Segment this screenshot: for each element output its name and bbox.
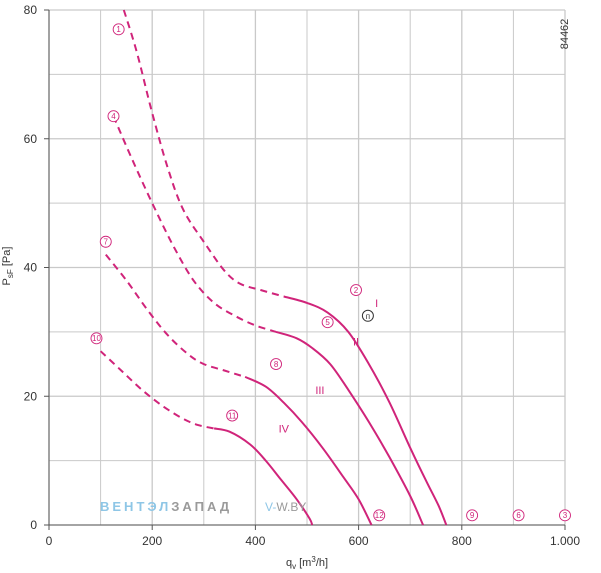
axes (44, 9, 566, 530)
x-tick-label: 200 (142, 534, 162, 548)
point-marker-label: 12 (375, 511, 384, 520)
svg-text:ВЕНТЭЛЗАПАД: ВЕНТЭЛЗАПАД (100, 499, 232, 514)
svg-text:qv [m3/h]: qv [m3/h] (286, 555, 328, 571)
x-axis-sup: 3 (311, 555, 316, 564)
series-iv-solid-line (213, 427, 314, 526)
point-marker-circle (512, 509, 525, 522)
y-tick-label: 40 (24, 261, 38, 275)
figure-id: 84462 (559, 19, 571, 50)
point-marker-label: 4 (111, 112, 116, 121)
point-marker-circle (321, 316, 334, 329)
series-iii-solid-line (244, 375, 373, 526)
curve-label: II (353, 337, 359, 349)
point-marker-label: 7 (104, 238, 109, 247)
y-tick-label: 20 (24, 389, 38, 403)
point-marker-circle (112, 23, 125, 36)
point-marker-circle (373, 509, 386, 522)
point-marker-label: 8 (274, 360, 279, 369)
x-tick-label: 400 (245, 534, 265, 548)
series-i-dashed-line (122, 9, 285, 298)
y-tick-label: 60 (24, 132, 38, 146)
x-axis-unit-end: /h] (316, 557, 328, 569)
series-curves (99, 9, 448, 526)
x-axis-title: qv [m3/h] (286, 555, 328, 571)
point-marker-label: 10 (92, 334, 101, 343)
curve-label: I (375, 298, 378, 310)
y-axis-unit: [Pa] (1, 247, 13, 267)
series-ii-dashed-line (112, 115, 277, 333)
x-tick-label: 600 (349, 534, 369, 548)
point-marker-circle (99, 235, 112, 248)
operating-point-circle (361, 309, 374, 322)
curve-label: III (315, 385, 324, 397)
operating-point-label: п (366, 312, 370, 321)
point-marker-label: 5 (325, 318, 330, 327)
x-tick-label: 800 (452, 534, 472, 548)
series-iv-dashed-line (99, 350, 215, 430)
x-axis-unit: [m (299, 557, 311, 569)
point-marker-circle (107, 110, 120, 123)
point-marker-circle (90, 332, 103, 345)
curve-label: IV (279, 423, 290, 435)
point-marker-label: 3 (563, 511, 568, 520)
svg-text:PsF [Pa]: PsF [Pa] (1, 247, 15, 286)
point-marker-circle (350, 284, 362, 296)
x-tick-label: 0 (46, 534, 53, 548)
series-i-solid-line (283, 295, 448, 526)
y-tick-label: 80 (24, 3, 38, 17)
point-marker-label: 9 (470, 511, 475, 520)
point-marker-label: 1 (116, 25, 121, 34)
watermark-part3: V- (265, 500, 276, 514)
point-marker-label: 2 (354, 286, 359, 295)
y-axis-label: P (1, 278, 13, 285)
svg-text:V-W.BY: V-W.BY (265, 500, 306, 514)
x-axis-label: q (286, 557, 292, 569)
watermark-part4: W.BY (276, 500, 306, 514)
point-marker-label: 6 (516, 511, 521, 520)
point-marker-circle (559, 509, 571, 522)
grid (48, 9, 566, 526)
point-marker-circle (466, 509, 479, 522)
point-marker-label: 11 (228, 411, 237, 420)
point-marker-circle (270, 358, 282, 371)
series-iii-dashed-line (105, 253, 246, 378)
watermark: ВЕНТЭЛЗАПАД V-W.BY (100, 499, 306, 514)
x-axis-sub: v (292, 562, 296, 571)
y-tick-label: 0 (30, 518, 37, 532)
x-tick-label: 1.000 (550, 534, 580, 548)
tick-labels: 0 200 400 600 800 1.000 0 20 40 60 80 (24, 3, 581, 548)
y-axis-title: PsF [Pa] (1, 247, 15, 286)
point-marker-circle (226, 409, 239, 422)
watermark-part1: ВЕНТЭЛ (100, 499, 171, 514)
watermark-part2: ЗАПАД (171, 499, 232, 514)
series-ii-solid-line (275, 330, 425, 526)
y-axis-sub: sF (6, 269, 15, 278)
